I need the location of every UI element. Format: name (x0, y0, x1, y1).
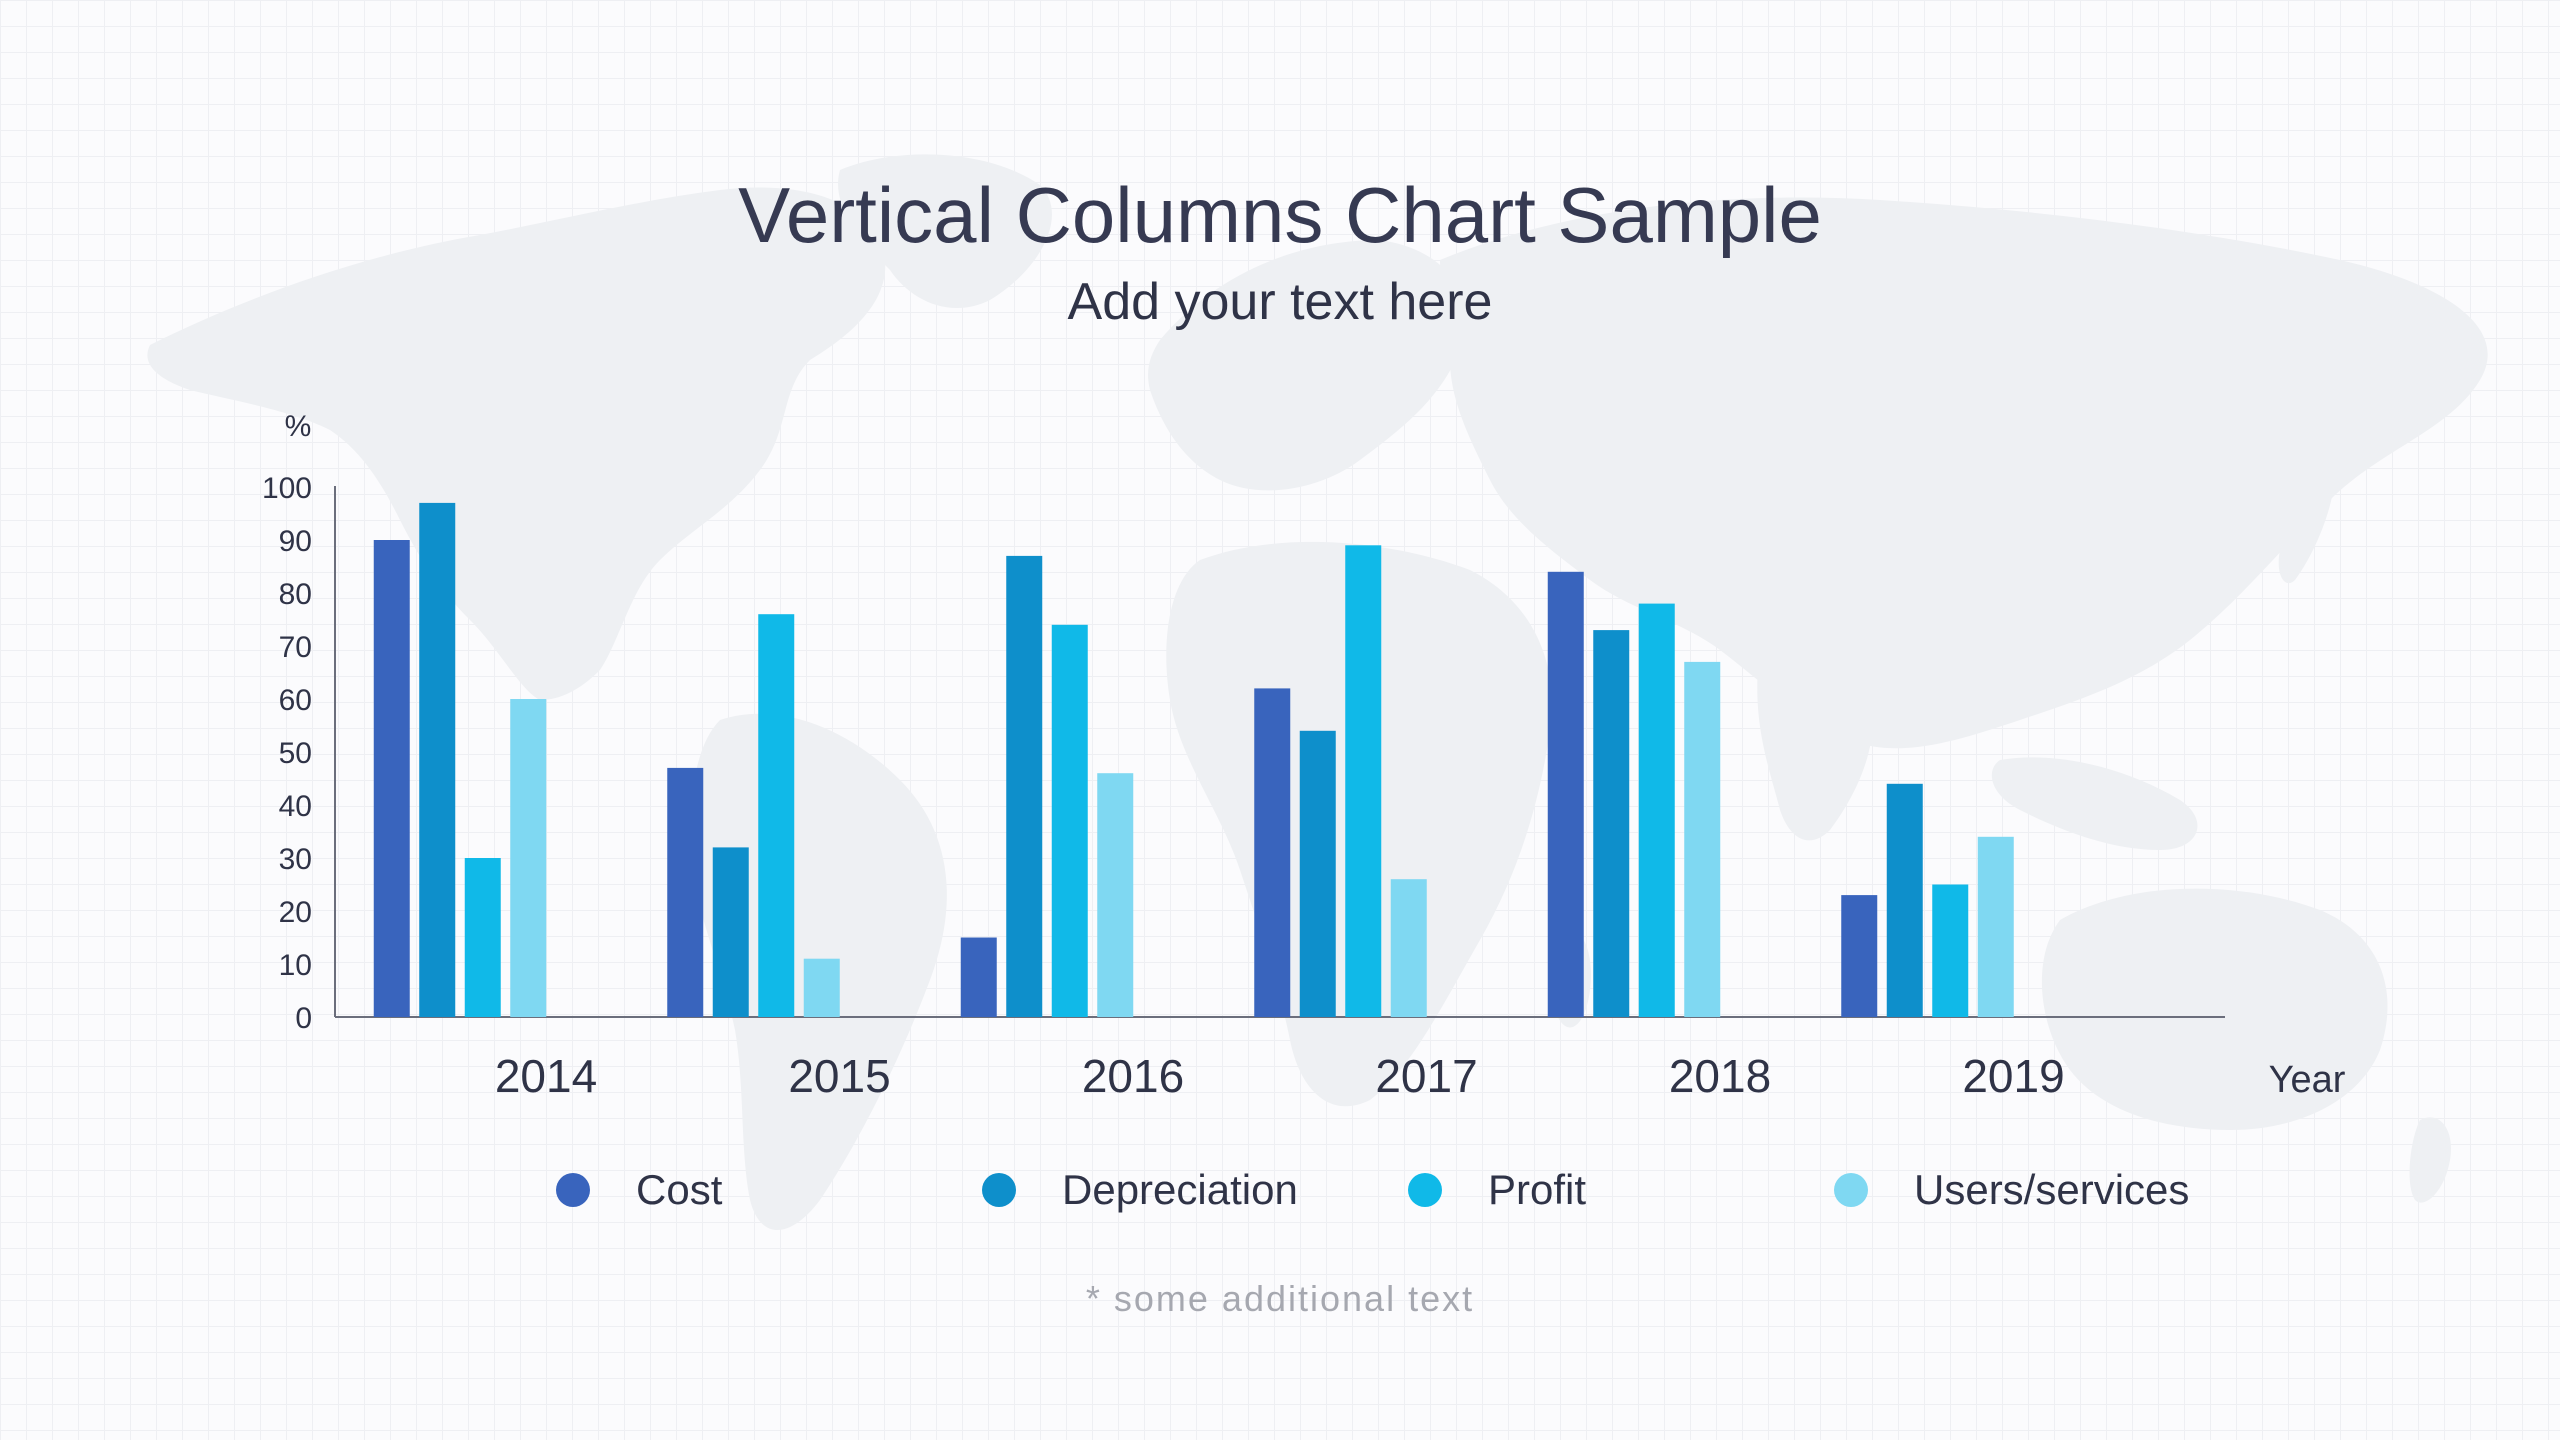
y-tick-label: 100 (262, 472, 312, 505)
y-tick-label: 50 (279, 737, 312, 770)
bar-profit-2017 (1345, 545, 1382, 1017)
bar-cost-2016 (960, 937, 997, 1017)
map-southeast-asia (1991, 757, 2198, 850)
x-tick-label: 2014 (495, 1050, 597, 1102)
map-australia (2041, 888, 2388, 1130)
legend-label: Cost (636, 1166, 723, 1213)
x-tick-label: 2018 (1669, 1050, 1771, 1102)
y-tick-label: 90 (279, 525, 312, 558)
bar-users-services-2018 (1684, 661, 1721, 1017)
x-tick-label: 2017 (1375, 1050, 1477, 1102)
legend-swatch (556, 1173, 590, 1207)
map-india (1757, 647, 1873, 841)
bar-profit-2014 (464, 858, 501, 1017)
bar-cost-2015 (667, 767, 704, 1017)
legend-swatch (982, 1173, 1016, 1207)
legend-label: Profit (1488, 1166, 1587, 1213)
bar-cost-2017 (1254, 688, 1291, 1017)
chart-title: Vertical Columns Chart Sample (738, 171, 1822, 259)
bar-cost-2019 (1841, 895, 1878, 1017)
y-tick-label: 80 (279, 578, 312, 611)
bar-profit-2015 (758, 614, 795, 1017)
bar-users-services-2014 (510, 699, 547, 1017)
legend-item: Cost (556, 1160, 722, 1220)
y-tick-label: 0 (295, 1002, 312, 1035)
y-tick-label: 60 (279, 684, 312, 717)
bar-users-services-2015 (803, 958, 840, 1017)
bar-depreciation-2014 (419, 502, 456, 1017)
legend-swatch (1408, 1173, 1442, 1207)
legend-label: Users/services (1914, 1166, 2190, 1213)
bar-depreciation-2018 (1593, 630, 1630, 1017)
bar-depreciation-2019 (1886, 783, 1923, 1017)
legend-item: Profit (1408, 1160, 1586, 1220)
chart-legend: Cost Depreciation Profit Users/services (0, 1160, 2560, 1220)
y-tick-label: 70 (279, 631, 312, 664)
y-tick-label: 20 (279, 896, 312, 929)
legend-item: Depreciation (982, 1160, 1298, 1220)
legend-item: Users/services (1834, 1160, 2189, 1220)
map-north-america (147, 187, 886, 700)
bar-profit-2018 (1638, 603, 1675, 1017)
legend-swatch (1834, 1173, 1868, 1207)
x-tick-label: 2019 (1962, 1050, 2064, 1102)
bar-cost-2014 (373, 540, 410, 1017)
footnote: * some additional text (1085, 1278, 1475, 1319)
bar-depreciation-2017 (1299, 730, 1336, 1017)
bar-depreciation-2015 (712, 847, 749, 1017)
bar-profit-2016 (1051, 624, 1088, 1017)
map-asia (1440, 197, 2488, 749)
y-tick-label: 10 (279, 949, 312, 982)
x-tick-label: 2016 (1082, 1050, 1184, 1102)
map-japan (2278, 437, 2336, 584)
bar-depreciation-2016 (1006, 555, 1043, 1017)
y-tick-label: 40 (279, 790, 312, 823)
bar-users-services-2016 (1097, 773, 1134, 1017)
x-tick-label: 2015 (788, 1050, 890, 1102)
bar-users-services-2017 (1390, 879, 1427, 1017)
map-europe (1148, 240, 1467, 491)
x-axis-label: Year (2269, 1059, 2346, 1101)
map-greenland (838, 154, 1052, 309)
y-tick-label: 30 (279, 843, 312, 876)
bar-cost-2018 (1547, 571, 1584, 1017)
chart-subtitle: Add your text here (1067, 273, 1493, 331)
y-axis-label: % (285, 410, 312, 443)
map-new-zealand (2409, 1117, 2451, 1203)
bar-profit-2019 (1932, 884, 1969, 1017)
legend-label: Depreciation (1062, 1166, 1298, 1213)
bar-users-services-2019 (1977, 836, 2014, 1017)
